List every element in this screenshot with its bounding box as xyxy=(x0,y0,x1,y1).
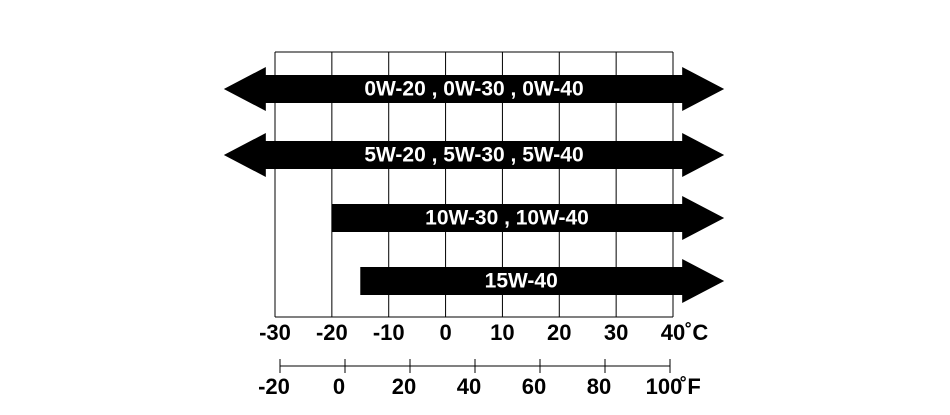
x-tick-label: 30 xyxy=(604,320,628,345)
x-tick-label: -20 xyxy=(316,320,348,345)
x2-tick-label: 40 xyxy=(457,374,481,399)
x2-tick-label: 20 xyxy=(392,374,416,399)
x-tick-label: 20 xyxy=(547,320,571,345)
x2-tick-label: 60 xyxy=(522,374,546,399)
range-bar xyxy=(360,259,725,303)
x-tick-label: -10 xyxy=(373,320,405,345)
bar-label: 5W-20 , 5W-30 , 5W-40 xyxy=(364,144,583,167)
x-unit: ˚C xyxy=(685,320,708,345)
bar-label: 10W-30 , 10W-40 xyxy=(425,207,589,230)
range-bar xyxy=(331,196,725,240)
x2-tick-label: 100 xyxy=(646,374,683,399)
x-tick-label: 10 xyxy=(490,320,514,345)
range-bar xyxy=(223,133,725,177)
x2-tick-label: 80 xyxy=(587,374,611,399)
x-tick-label: 0 xyxy=(439,320,451,345)
x-tick-label: -30 xyxy=(259,320,291,345)
x2-tick-label: -20 xyxy=(258,374,290,399)
range-bar xyxy=(223,67,725,111)
x-tick-label: 40 xyxy=(661,320,685,345)
x2-unit: ˚F xyxy=(680,374,701,399)
x2-tick-label: 0 xyxy=(333,374,345,399)
bar-label: 15W-40 xyxy=(485,270,558,293)
bar-label: 0W-20 , 0W-30 , 0W-40 xyxy=(364,78,583,101)
